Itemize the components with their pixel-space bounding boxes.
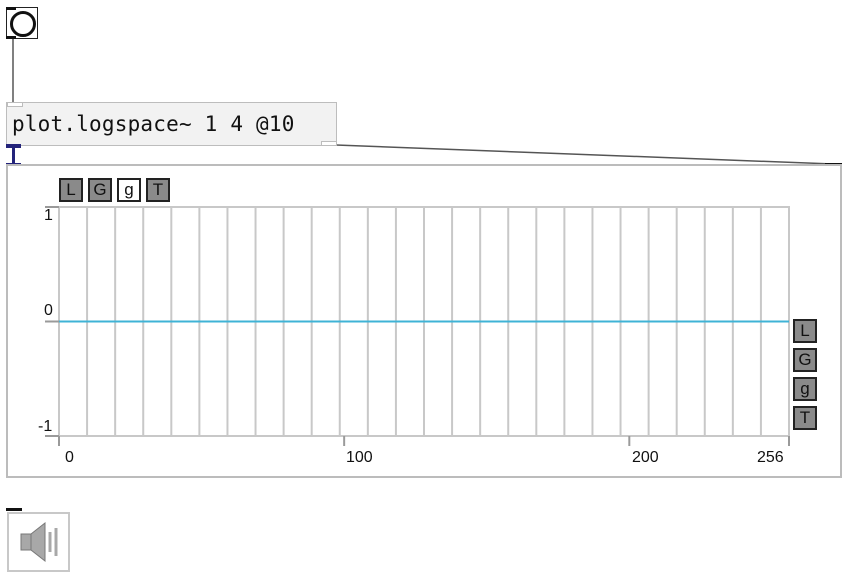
x-tick-label-256: 256 <box>757 449 784 466</box>
bang-inlet[interactable] <box>6 7 16 10</box>
dac-inlet[interactable] <box>6 508 22 511</box>
side-control-minor-grid[interactable]: g <box>793 377 817 401</box>
y-tick-label-max: 1 <box>44 207 53 224</box>
side-control-grid[interactable]: G <box>793 348 817 372</box>
axis-ticks <box>45 206 790 446</box>
x-tick-label-0: 0 <box>65 449 74 466</box>
bang-button[interactable] <box>6 7 38 39</box>
top-control-log[interactable]: L <box>59 178 83 202</box>
dac-output[interactable] <box>7 512 70 572</box>
object-inlet[interactable] <box>7 103 23 107</box>
object-text: plot.logspace~ 1 4 @10 <box>12 112 295 136</box>
y-tick-label-zero: 0 <box>44 302 53 319</box>
top-control-grid[interactable]: G <box>88 178 112 202</box>
object-outlet-cap <box>6 144 21 148</box>
x-tick-label-200: 200 <box>632 449 659 466</box>
x-tick-label-100: 100 <box>346 449 373 466</box>
plot-inlet-stem <box>12 145 15 165</box>
top-control-minor-grid[interactable]: g <box>117 178 141 202</box>
y-tick-label-min: -1 <box>38 418 53 435</box>
bang-circle-icon <box>10 11 36 37</box>
plot-logspace-object[interactable]: plot.logspace~ 1 4 @10 <box>6 102 337 146</box>
speaker-icon <box>20 521 58 563</box>
top-control-ticks[interactable]: T <box>146 178 170 202</box>
side-control-log[interactable]: L <box>793 319 817 343</box>
bang-outlet[interactable] <box>6 36 16 39</box>
cord-object-to-plot[interactable] <box>335 144 834 165</box>
side-control-ticks[interactable]: T <box>793 406 817 430</box>
object-outlet[interactable] <box>321 141 337 145</box>
